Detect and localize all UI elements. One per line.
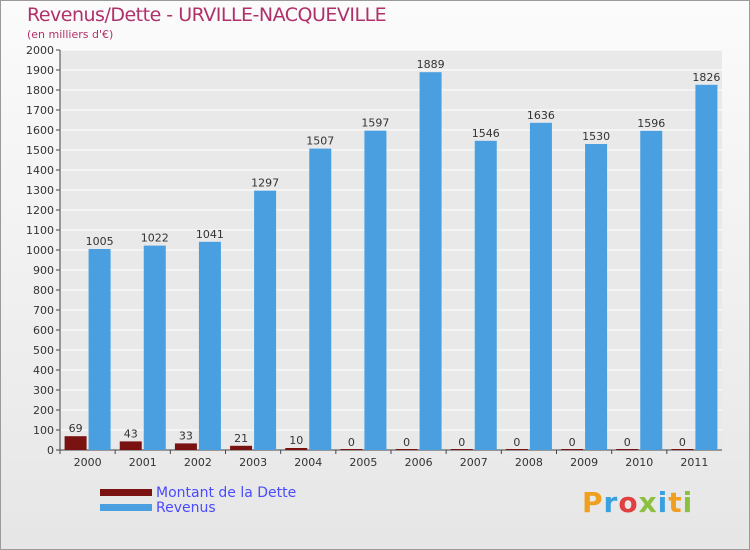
bar-dette-2001 <box>119 441 142 450</box>
legend-swatch-dette <box>100 489 152 496</box>
y-tick-label-1300: 1300 <box>26 184 54 197</box>
y-tick-label-600: 600 <box>33 324 54 337</box>
value-label-dette-2007: 0 <box>458 436 465 449</box>
value-label-revenus-2009: 1530 <box>582 130 610 143</box>
logo-letter: P <box>582 486 604 519</box>
y-tick-label-200: 200 <box>33 404 54 417</box>
x-tick-label-2007: 2007 <box>460 456 488 469</box>
x-tick-label-2003: 2003 <box>239 456 267 469</box>
bar-revenus-2001 <box>143 245 166 450</box>
bar-revenus-2004 <box>309 148 332 450</box>
bar-dette-2011 <box>671 449 694 450</box>
value-label-dette-2001: 43 <box>124 427 138 440</box>
bar-dette-2008 <box>505 449 528 450</box>
y-tick-label-800: 800 <box>33 284 54 297</box>
x-tick-label-2001: 2001 <box>129 456 157 469</box>
y-tick-label-1500: 1500 <box>26 144 54 157</box>
bar-dette-2007 <box>450 449 473 450</box>
value-label-revenus-2001: 1022 <box>141 232 169 245</box>
value-label-revenus-2003: 1297 <box>251 177 279 190</box>
bar-revenus-2006 <box>419 72 442 450</box>
y-tick-label-1100: 1100 <box>26 224 54 237</box>
bar-revenus-2005 <box>364 130 387 450</box>
bar-revenus-2011 <box>695 84 718 451</box>
value-label-dette-2008: 0 <box>513 436 520 449</box>
y-tick-label-400: 400 <box>33 364 54 377</box>
bar-dette-2004 <box>285 448 308 450</box>
y-tick-label-300: 300 <box>33 384 54 397</box>
bar-revenus-2009 <box>585 144 608 450</box>
value-label-revenus-2008: 1636 <box>527 109 555 122</box>
bar-dette-2005 <box>340 449 363 450</box>
value-label-revenus-2005: 1597 <box>361 117 389 130</box>
value-label-dette-2005: 0 <box>348 436 355 449</box>
y-tick-label-1600: 1600 <box>26 124 54 137</box>
y-tick-label-1900: 1900 <box>26 64 54 77</box>
value-label-revenus-2007: 1546 <box>472 127 500 140</box>
value-label-revenus-2011: 1826 <box>692 71 720 84</box>
bar-revenus-2008 <box>529 122 552 451</box>
bar-dette-2000 <box>64 436 87 450</box>
x-tick-label-2004: 2004 <box>294 456 322 469</box>
value-label-revenus-2002: 1041 <box>196 228 224 241</box>
logo-letter: i <box>682 486 694 519</box>
logo-letter: r <box>603 486 619 519</box>
legend-swatch-revenus <box>100 504 152 511</box>
x-tick-label-2009: 2009 <box>570 456 598 469</box>
bar-revenus-2010 <box>640 130 663 451</box>
value-label-dette-2004: 10 <box>289 434 303 447</box>
bar-revenus-2000 <box>88 249 111 450</box>
x-tick-label-2005: 2005 <box>349 456 377 469</box>
y-tick-label-1700: 1700 <box>26 104 54 117</box>
y-tick-label-100: 100 <box>33 424 54 437</box>
x-tick-label-2002: 2002 <box>184 456 212 469</box>
x-tick-label-2000: 2000 <box>74 456 102 469</box>
value-label-dette-2006: 0 <box>403 436 410 449</box>
y-tick-label-500: 500 <box>33 344 54 357</box>
value-label-dette-2002: 33 <box>179 429 193 442</box>
value-label-revenus-2006: 1889 <box>417 58 445 71</box>
y-tick-label-1200: 1200 <box>26 204 54 217</box>
logo-letter: i <box>657 486 669 519</box>
value-label-revenus-2004: 1507 <box>306 135 334 148</box>
y-tick-label-0: 0 <box>47 444 54 457</box>
y-tick-label-1000: 1000 <box>26 244 54 257</box>
x-tick-label-2006: 2006 <box>405 456 433 469</box>
value-label-dette-2009: 0 <box>569 436 576 449</box>
y-tick-label-700: 700 <box>33 304 54 317</box>
bar-dette-2003 <box>230 445 253 450</box>
bar-dette-2006 <box>395 449 418 450</box>
bar-dette-2002 <box>174 443 197 450</box>
y-tick-label-900: 900 <box>33 264 54 277</box>
legend-label-revenus: Revenus <box>156 500 216 516</box>
value-label-revenus-2000: 1005 <box>86 235 114 248</box>
value-label-dette-2010: 0 <box>624 436 631 449</box>
proxiti-logo: Proxiti <box>582 486 693 519</box>
x-tick-label-2010: 2010 <box>625 456 653 469</box>
logo-letter: t <box>668 486 683 519</box>
bar-dette-2010 <box>616 449 639 450</box>
x-tick-label-2008: 2008 <box>515 456 543 469</box>
legend-label-dette: Montant de la Dette <box>156 485 297 501</box>
chart-subtitle: (en milliers d'€) <box>27 28 114 41</box>
chart-title: Revenus/Dette - URVILLE-NACQUEVILLE <box>27 4 387 26</box>
y-tick-label-2000: 2000 <box>26 44 54 57</box>
value-label-dette-2011: 0 <box>679 436 686 449</box>
value-label-revenus-2010: 1596 <box>637 117 665 130</box>
x-tick-label-2011: 2011 <box>680 456 708 469</box>
value-label-dette-2003: 21 <box>234 432 248 445</box>
bar-revenus-2002 <box>198 241 221 450</box>
logo-letter: x <box>638 486 658 519</box>
bar-revenus-2003 <box>254 190 277 450</box>
value-label-dette-2000: 69 <box>69 422 83 435</box>
y-tick-label-1400: 1400 <box>26 164 54 177</box>
logo-letter: o <box>618 486 639 519</box>
bar-dette-2009 <box>561 449 584 450</box>
bar-revenus-2007 <box>474 140 497 451</box>
y-tick-label-1800: 1800 <box>26 84 54 97</box>
